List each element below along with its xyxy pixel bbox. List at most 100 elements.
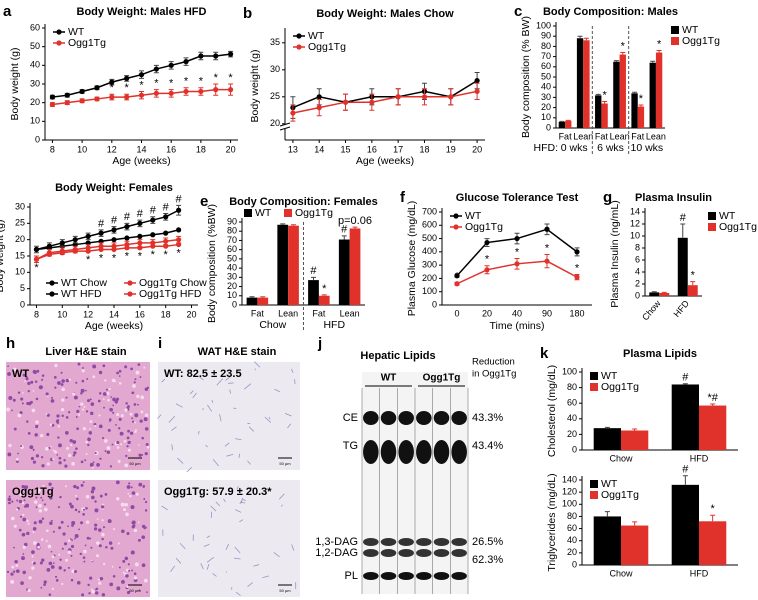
x-tick-label: 40 [512,308,522,318]
nucleus [70,444,73,447]
nucleus [137,521,140,524]
x-axis-label: Time (mins) [489,320,544,332]
nucleus [46,568,51,572]
tissue [273,552,280,558]
tissue [243,383,252,390]
nucleus [104,393,108,396]
nucleus [68,411,71,414]
nucleus [87,443,90,447]
nucleus [68,378,71,381]
nucleus [48,446,51,450]
nucleus [49,521,53,525]
nucleus [125,454,128,458]
tissue [248,426,255,432]
nucleus [92,375,96,379]
nucleus [23,542,28,547]
bar [621,430,649,450]
nucleus [39,561,43,565]
error-bar [710,514,716,522]
nucleus [46,462,50,466]
nucleus [82,556,86,559]
nucleus [146,445,150,449]
x-tick-label: 0 [454,308,459,318]
nucleus [37,545,41,549]
nucleus [52,449,55,452]
nucleus [91,590,95,594]
annotation: * [621,40,626,52]
y-tick-label: 20 [567,547,577,557]
nucleus [94,523,98,527]
legend-label: Ogg1Tg [601,489,639,501]
nucleus [131,417,134,420]
nucleus [66,446,69,450]
x-tick-label: 20 [472,144,482,154]
nucleus [95,588,98,591]
nucleus [51,487,54,490]
nucleus [13,524,17,528]
legend-label: WT [601,370,618,382]
tissue [219,414,222,422]
nucleus [127,563,130,566]
nucleus [71,520,76,525]
point [109,94,115,100]
nucleus [83,405,86,408]
nucleus [47,544,52,549]
band-spot [433,411,450,425]
nucleus [31,566,35,570]
error-bar [650,60,656,63]
point [574,249,580,255]
nucleus [138,589,141,592]
nucleus [134,430,137,433]
error-bar [632,521,638,526]
nucleus [102,398,105,400]
tissue [225,543,230,550]
nucleus [33,521,37,525]
tissue [168,415,176,423]
nucleus [107,398,110,402]
nucleus [60,371,63,374]
band-spot [416,538,432,546]
legend-marker [127,291,133,297]
nucleus [61,582,64,586]
band-spot [398,440,414,464]
tissue [189,390,194,395]
nucleus [89,462,94,467]
band-spot [398,549,414,557]
nucleus [116,586,121,591]
legend-label: WT [68,26,85,38]
tissue [198,430,200,435]
band-spot [416,549,432,557]
nucleus [27,522,30,525]
band-spot [416,411,432,425]
annotation: * [602,89,607,101]
error-bar [559,120,565,122]
error-bar [595,93,601,96]
nucleus [91,495,95,500]
point [484,267,490,273]
nucleus [135,492,139,496]
nucleus [141,436,144,440]
point [421,94,428,100]
y-tick-label: 10 [541,112,551,122]
chart-title: Glucose Tolerance Test [456,192,579,204]
tissue [229,389,232,394]
point [137,233,143,239]
nucleus [49,496,53,500]
legend-swatch [671,26,679,34]
nucleus [131,569,133,572]
nucleus [111,565,114,568]
x-tick-label: 20 [482,308,492,318]
nucleus [54,575,58,578]
nucleus [41,374,45,377]
y-tick-label: 50 [30,41,40,51]
nucleus [131,521,135,525]
panel-title: Liver H&E stain [45,346,127,358]
x-tick-label: 14 [136,144,146,154]
nucleus [60,383,64,386]
x-tick-label: Fat [595,131,609,141]
tissue [268,416,271,420]
band-name: 1,3-DAG [315,536,358,548]
nucleus [65,431,69,435]
nucleus [112,404,115,407]
